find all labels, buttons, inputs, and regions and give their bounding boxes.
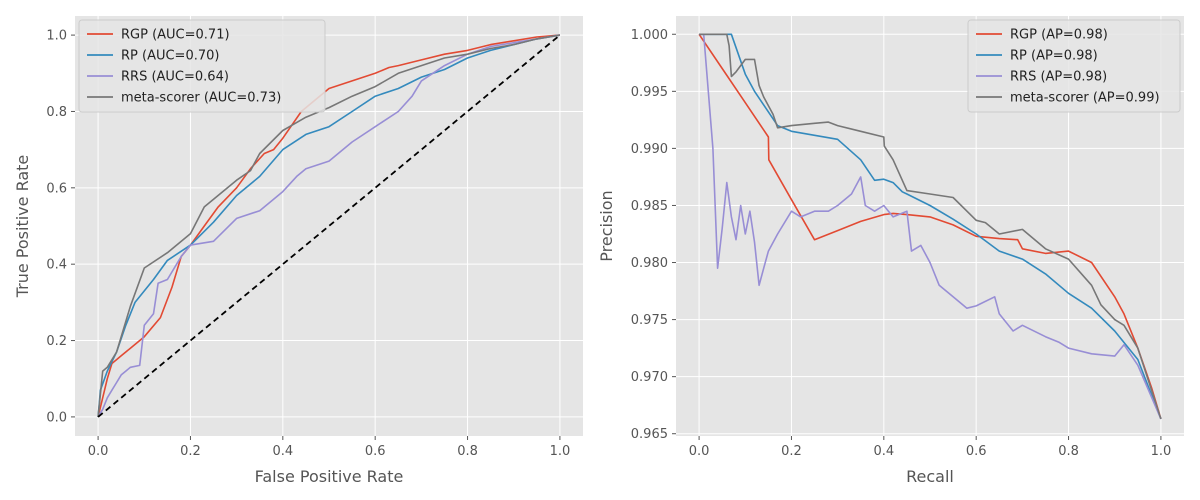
chart-2-y-tick-label: 0.970 [631, 370, 668, 385]
chart-2-legend-label-meta-scorer: meta-scorer (AP=0.99) [1010, 91, 1160, 106]
chart-2-series-rrs [699, 33, 1162, 420]
chart-2-y-tick-label: 0.965 [631, 427, 668, 442]
chart-1-legend-label-rrs: RRS (AUC=0.64) [121, 70, 229, 85]
chart-2-x-tick-label: 1.0 [1151, 444, 1172, 459]
chart-2-legend-label-rp: RP (AP=0.98) [1010, 49, 1098, 64]
chart-1-x-tick-label: 1.0 [550, 444, 571, 459]
chart-1-y-tick-label: 0.6 [46, 181, 67, 196]
chart-1-series-rrs [97, 34, 561, 418]
chart-1-legend-label-rp: RP (AUC=0.70) [121, 49, 219, 64]
chart-1-x-tick-label: 0.2 [180, 444, 201, 459]
chart-2-y-tick-label: 1.000 [631, 28, 668, 43]
chart-1-legend-box [78, 19, 326, 113]
chart-2-x-tick-label: 0.8 [1058, 444, 1079, 459]
chart-2-x-tick-label: 0.4 [873, 444, 894, 459]
chart-2-legend: RGP (AP=0.98) RP (AP=0.98) RRS (AP=0.98) me… [967, 19, 1181, 113]
chart-1-series-meta-scorer [97, 34, 561, 417]
chart-2-x-tick-label: 0.2 [781, 444, 802, 459]
chart-1-x-tick-label: 0.8 [457, 444, 478, 459]
chart-1-y-tick-label: 1.0 [46, 29, 67, 44]
chart-1-legend: RGP (AUC=0.71) RP (AUC=0.70) RRS (AUC=0.64… [78, 19, 326, 113]
chart-2-x-axis-label: Recall [906, 467, 954, 486]
chart-1-x-tick-label: 0.4 [272, 444, 293, 459]
chart-1-x-axis-label: False Positive Rate [255, 467, 404, 486]
chart-2-series-rgp [698, 33, 1162, 420]
chart-1-series-rgp [97, 34, 560, 418]
chart-2-y-tick-label: 0.980 [631, 256, 668, 271]
chart-1-legend-label-rgp: RGP (AUC=0.71) [121, 28, 230, 43]
chart-2-series-rp [699, 33, 1162, 420]
chart-1-x-tick-label: 0.6 [365, 444, 386, 459]
chart-2-x-tick-label: 0.6 [966, 444, 987, 459]
chart-1-x-tick-label: 0.0 [88, 444, 109, 459]
chart-1-y-tick-label: 0.4 [46, 258, 67, 273]
chart-2-y-tick-label: 0.975 [631, 313, 668, 328]
chart-2-x-tick-label: 0.0 [689, 444, 710, 459]
chart-2-y-tick-label: 0.990 [631, 142, 668, 157]
chart-2-y-axis-label: Precision [597, 190, 616, 261]
roc-chart: 0.0 0.2 0.4 0.6 0.8 1.0 0.0 0.2 0.4 0.6 0.8 1.0 Fals… [13, 16, 583, 486]
chart-2-series-meta-scorer [699, 33, 1162, 420]
chart-1-y-tick-label: 0.8 [46, 105, 67, 120]
chart-2-legend-label-rrs: RRS (AP=0.98) [1010, 70, 1107, 85]
chart-2-legend-box [967, 19, 1181, 113]
chart-1-legend-label-meta-scorer: meta-scorer (AUC=0.73) [121, 91, 281, 106]
precision-recall-chart: 0.0 0.2 0.4 0.6 0.8 1.0 0.965 0.970 0.975 0.980 0.… [597, 16, 1184, 486]
chart-2-y-tick-label: 0.995 [631, 85, 668, 100]
chart-1-series-rp [97, 34, 561, 417]
chart-2-y-tick-label: 0.985 [631, 199, 668, 214]
chart-2-legend-label-rgp: RGP (AP=0.98) [1010, 28, 1108, 43]
chart-1-y-tick-label: 0.0 [46, 410, 67, 425]
chart-1-y-axis-label: True Positive Rate [13, 155, 32, 299]
chart-1-y-tick-label: 0.2 [46, 334, 67, 349]
